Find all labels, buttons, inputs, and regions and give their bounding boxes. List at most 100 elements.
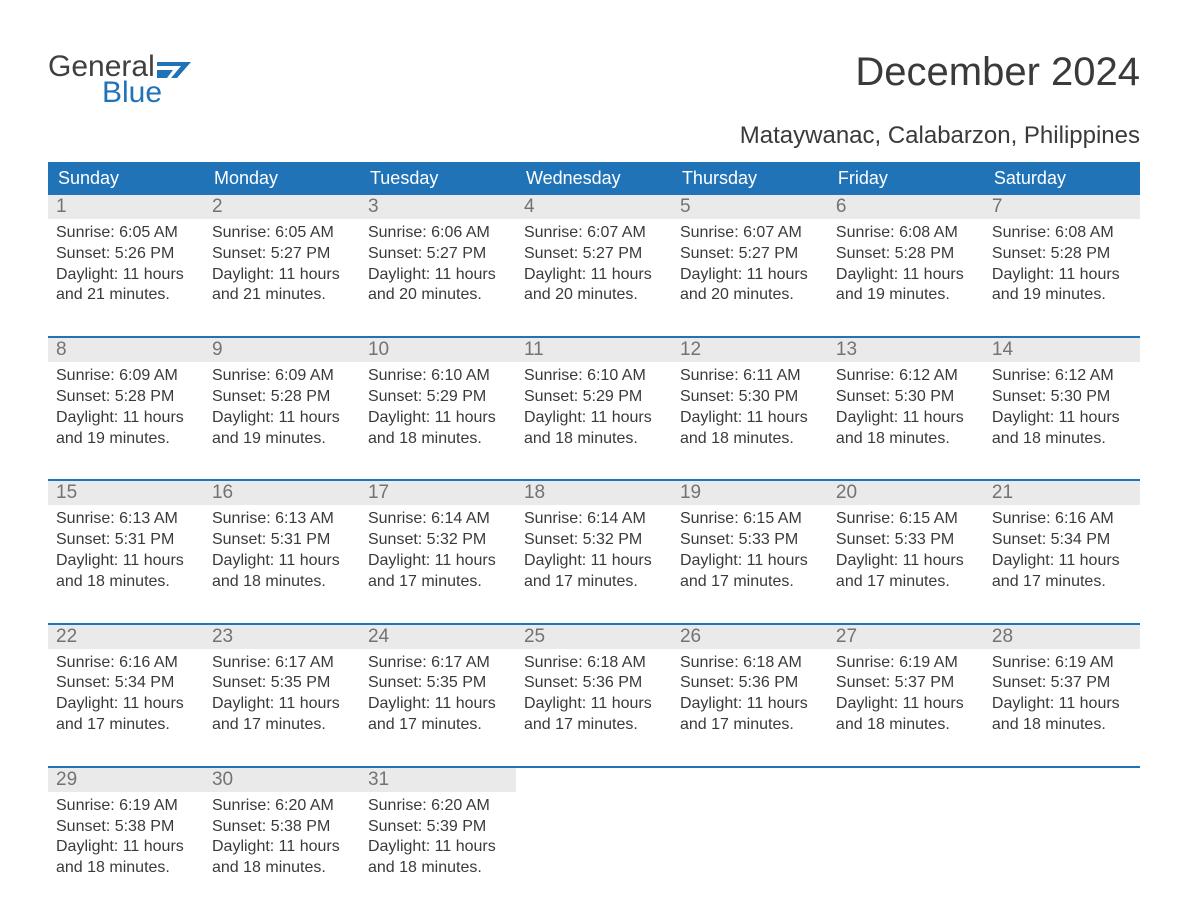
- sunrise-text: Sunrise: 6:07 AM: [680, 223, 820, 244]
- daylight-text: Daylight: 11 hours: [836, 551, 976, 572]
- daylight-text: Daylight: 11 hours: [368, 551, 508, 572]
- day-header: Thursday: [672, 162, 828, 195]
- daylight-text: Daylight: 11 hours: [368, 265, 508, 286]
- empty-cell: [672, 792, 828, 889]
- day-cell: Sunrise: 6:18 AMSunset: 5:36 PMDaylight:…: [516, 649, 672, 767]
- sunset-text: Sunset: 5:30 PM: [992, 387, 1132, 408]
- sunset-text: Sunset: 5:28 PM: [212, 387, 352, 408]
- empty-cell: [672, 767, 828, 792]
- sunrise-text: Sunrise: 6:15 AM: [836, 509, 976, 530]
- day-cell: Sunrise: 6:14 AMSunset: 5:32 PMDaylight:…: [360, 505, 516, 623]
- sunset-text: Sunset: 5:28 PM: [56, 387, 196, 408]
- day-cell: Sunrise: 6:08 AMSunset: 5:28 PMDaylight:…: [828, 219, 984, 337]
- day-number: 24: [360, 624, 516, 649]
- day-header: Friday: [828, 162, 984, 195]
- daylight-text: and 18 minutes.: [56, 572, 196, 593]
- sunrise-text: Sunrise: 6:14 AM: [368, 509, 508, 530]
- sunrise-text: Sunrise: 6:10 AM: [368, 366, 508, 387]
- daylight-text: Daylight: 11 hours: [56, 837, 196, 858]
- day-cell: Sunrise: 6:19 AMSunset: 5:37 PMDaylight:…: [828, 649, 984, 767]
- sunrise-text: Sunrise: 6:18 AM: [524, 653, 664, 674]
- day-cell: Sunrise: 6:12 AMSunset: 5:30 PMDaylight:…: [828, 362, 984, 480]
- day-number: 7: [984, 195, 1140, 219]
- sunrise-text: Sunrise: 6:10 AM: [524, 366, 664, 387]
- day-header-row: Sunday Monday Tuesday Wednesday Thursday…: [48, 162, 1140, 195]
- daylight-text: and 17 minutes.: [680, 572, 820, 593]
- day-number: 9: [204, 337, 360, 362]
- day-number: 4: [516, 195, 672, 219]
- day-cell: Sunrise: 6:15 AMSunset: 5:33 PMDaylight:…: [672, 505, 828, 623]
- day-number: 30: [204, 767, 360, 792]
- daylight-text: Daylight: 11 hours: [992, 551, 1132, 572]
- daylight-text: and 17 minutes.: [992, 572, 1132, 593]
- daylight-text: and 17 minutes.: [836, 572, 976, 593]
- sunset-text: Sunset: 5:32 PM: [524, 530, 664, 551]
- sunset-text: Sunset: 5:28 PM: [992, 244, 1132, 265]
- flag-icon: [157, 58, 191, 78]
- sunrise-text: Sunrise: 6:16 AM: [992, 509, 1132, 530]
- daylight-text: and 19 minutes.: [992, 285, 1132, 306]
- day-number: 14: [984, 337, 1140, 362]
- sunset-text: Sunset: 5:36 PM: [680, 673, 820, 694]
- sunset-text: Sunset: 5:34 PM: [56, 673, 196, 694]
- daylight-text: and 21 minutes.: [56, 285, 196, 306]
- day-number: 27: [828, 624, 984, 649]
- day-cell: Sunrise: 6:13 AMSunset: 5:31 PMDaylight:…: [204, 505, 360, 623]
- sunrise-text: Sunrise: 6:11 AM: [680, 366, 820, 387]
- day-number: 31: [360, 767, 516, 792]
- empty-cell: [516, 767, 672, 792]
- sunset-text: Sunset: 5:27 PM: [212, 244, 352, 265]
- sunset-text: Sunset: 5:31 PM: [56, 530, 196, 551]
- sunset-text: Sunset: 5:27 PM: [524, 244, 664, 265]
- daylight-text: Daylight: 11 hours: [212, 837, 352, 858]
- daylight-text: Daylight: 11 hours: [212, 265, 352, 286]
- location: Mataywanac, Calabarzon, Philippines: [48, 122, 1140, 150]
- sunrise-text: Sunrise: 6:15 AM: [680, 509, 820, 530]
- sunset-text: Sunset: 5:30 PM: [680, 387, 820, 408]
- daylight-text: and 18 minutes.: [836, 715, 976, 736]
- daylight-text: Daylight: 11 hours: [680, 551, 820, 572]
- daylight-text: Daylight: 11 hours: [836, 265, 976, 286]
- daylight-text: Daylight: 11 hours: [368, 837, 508, 858]
- day-number: 8: [48, 337, 204, 362]
- daylight-text: and 20 minutes.: [368, 285, 508, 306]
- sunrise-text: Sunrise: 6:13 AM: [212, 509, 352, 530]
- empty-cell: [828, 792, 984, 889]
- sunset-text: Sunset: 5:27 PM: [368, 244, 508, 265]
- day-number: 21: [984, 480, 1140, 505]
- sunset-text: Sunset: 5:32 PM: [368, 530, 508, 551]
- day-cell: Sunrise: 6:09 AMSunset: 5:28 PMDaylight:…: [204, 362, 360, 480]
- daylight-text: Daylight: 11 hours: [212, 694, 352, 715]
- day-cell: Sunrise: 6:05 AMSunset: 5:27 PMDaylight:…: [204, 219, 360, 337]
- daylight-text: and 17 minutes.: [680, 715, 820, 736]
- daylight-text: Daylight: 11 hours: [992, 694, 1132, 715]
- day-detail-row: Sunrise: 6:05 AMSunset: 5:26 PMDaylight:…: [48, 219, 1140, 337]
- sunrise-text: Sunrise: 6:14 AM: [524, 509, 664, 530]
- sunset-text: Sunset: 5:36 PM: [524, 673, 664, 694]
- day-number: 20: [828, 480, 984, 505]
- day-cell: Sunrise: 6:11 AMSunset: 5:30 PMDaylight:…: [672, 362, 828, 480]
- day-cell: Sunrise: 6:19 AMSunset: 5:37 PMDaylight:…: [984, 649, 1140, 767]
- sunset-text: Sunset: 5:38 PM: [56, 817, 196, 838]
- daylight-text: and 20 minutes.: [680, 285, 820, 306]
- empty-cell: [828, 767, 984, 792]
- sunset-text: Sunset: 5:26 PM: [56, 244, 196, 265]
- sunset-text: Sunset: 5:35 PM: [368, 673, 508, 694]
- day-cell: Sunrise: 6:17 AMSunset: 5:35 PMDaylight:…: [204, 649, 360, 767]
- sunrise-text: Sunrise: 6:13 AM: [56, 509, 196, 530]
- day-header: Monday: [204, 162, 360, 195]
- day-cell: Sunrise: 6:05 AMSunset: 5:26 PMDaylight:…: [48, 219, 204, 337]
- daylight-text: Daylight: 11 hours: [212, 408, 352, 429]
- day-cell: Sunrise: 6:14 AMSunset: 5:32 PMDaylight:…: [516, 505, 672, 623]
- daylight-text: and 17 minutes.: [56, 715, 196, 736]
- day-number: 25: [516, 624, 672, 649]
- sunrise-text: Sunrise: 6:12 AM: [836, 366, 976, 387]
- daylight-text: and 19 minutes.: [56, 429, 196, 450]
- daylight-text: and 21 minutes.: [212, 285, 352, 306]
- daylight-text: Daylight: 11 hours: [836, 694, 976, 715]
- sunrise-text: Sunrise: 6:17 AM: [368, 653, 508, 674]
- sunset-text: Sunset: 5:34 PM: [992, 530, 1132, 551]
- day-number: 16: [204, 480, 360, 505]
- day-number: 18: [516, 480, 672, 505]
- daylight-text: and 17 minutes.: [368, 715, 508, 736]
